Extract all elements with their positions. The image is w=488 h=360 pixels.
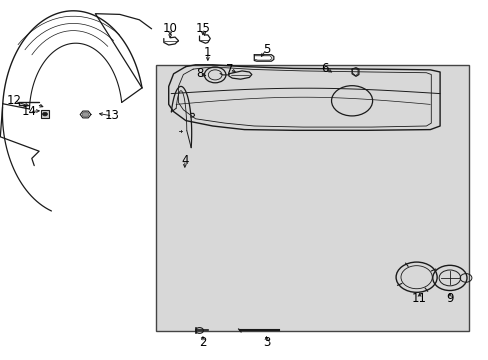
Text: 4: 4: [181, 154, 188, 167]
Text: 13: 13: [105, 109, 120, 122]
Text: 1: 1: [203, 46, 211, 59]
Circle shape: [42, 112, 47, 116]
Text: 9: 9: [445, 292, 453, 305]
Text: 15: 15: [195, 22, 210, 35]
Text: 3: 3: [262, 336, 270, 349]
Text: 14: 14: [22, 105, 37, 118]
Text: 2: 2: [199, 336, 206, 349]
Text: 6: 6: [321, 62, 328, 75]
Text: 7: 7: [225, 63, 233, 76]
Bar: [156, 65, 468, 331]
Text: 10: 10: [163, 22, 177, 35]
Bar: [41, 110, 49, 118]
Text: 12: 12: [6, 94, 21, 107]
Text: 11: 11: [411, 292, 426, 305]
Text: 8: 8: [195, 67, 203, 80]
Circle shape: [82, 112, 89, 117]
Text: 5: 5: [262, 43, 270, 56]
